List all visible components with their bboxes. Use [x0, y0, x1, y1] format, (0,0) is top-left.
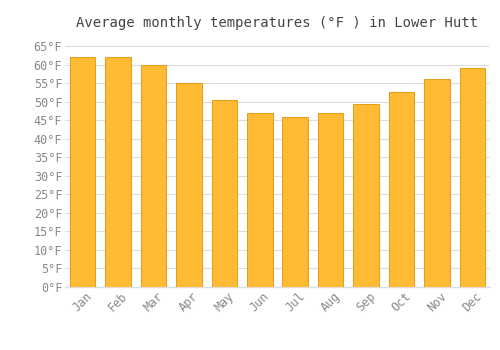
Bar: [176, 83, 202, 287]
Bar: [282, 117, 308, 287]
Bar: [388, 92, 414, 287]
Bar: [106, 57, 131, 287]
Bar: [354, 104, 379, 287]
Bar: [70, 57, 96, 287]
Bar: [424, 79, 450, 287]
Title: Average monthly temperatures (°F ) in Lower Hutt: Average monthly temperatures (°F ) in Lo…: [76, 16, 478, 30]
Bar: [141, 65, 167, 287]
Bar: [318, 113, 344, 287]
Bar: [212, 100, 237, 287]
Bar: [460, 68, 485, 287]
Bar: [247, 113, 272, 287]
